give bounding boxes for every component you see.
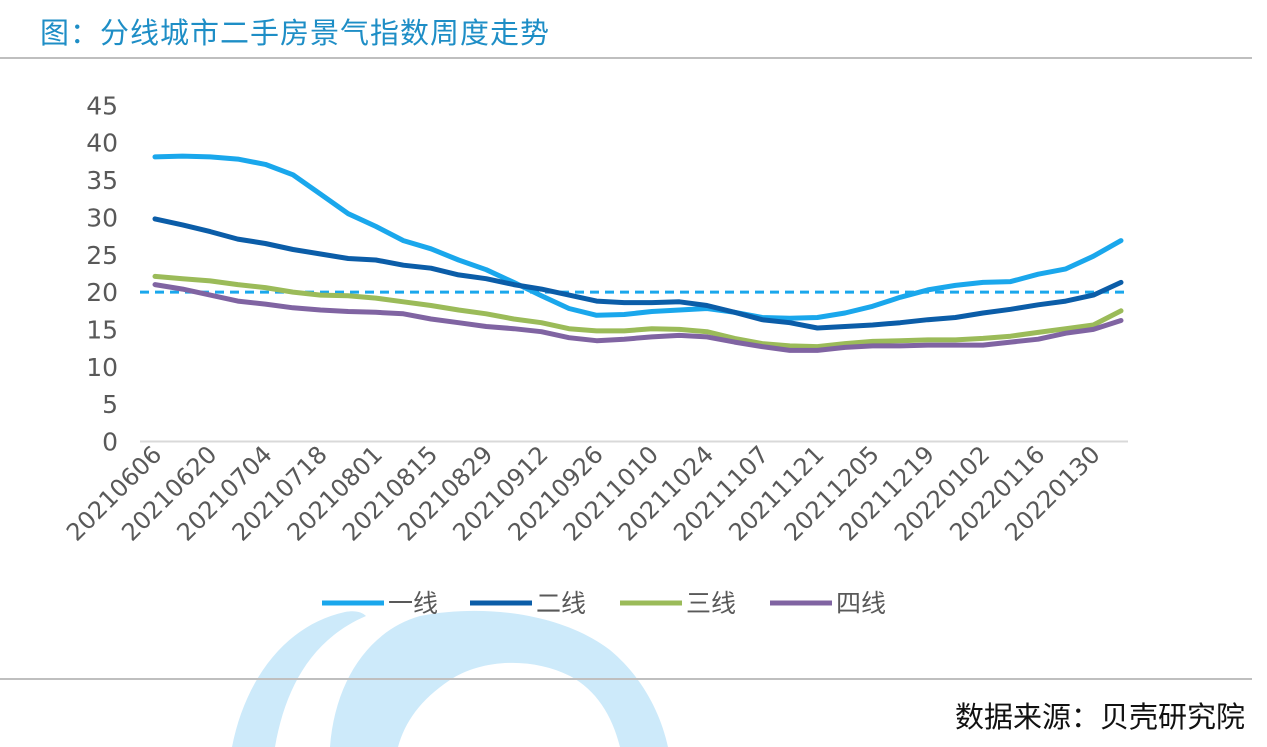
source-note: 数据来源：贝壳研究院: [954, 700, 1245, 734]
y-tick-label: 45: [86, 91, 118, 120]
series-line-3: [152, 273, 1124, 350]
legend-label: 一线: [388, 589, 438, 618]
y-tick-label: 0: [102, 428, 118, 457]
series-line-2: [152, 216, 1124, 331]
y-tick-label: 5: [102, 390, 118, 419]
series-line-4: [152, 282, 1124, 353]
legend: 一线 二线 三线 四线: [322, 589, 886, 618]
y-tick-label: 25: [86, 241, 118, 270]
y-tick-label: 30: [86, 203, 118, 232]
y-tick-label: 20: [86, 278, 118, 307]
series-layer: [152, 153, 1124, 353]
y-tick-label: 10: [86, 353, 118, 382]
legend-label: 三线: [686, 589, 736, 618]
top-divider: [0, 57, 1252, 59]
x-axis: 2021060620210620202107042021071820210801…: [61, 440, 1106, 546]
legend-label: 四线: [836, 589, 886, 618]
y-tick-label: 15: [86, 315, 118, 344]
chart-area: 0 5 10 15 20 25 30 35 40 45 202106062021062020210…: [61, 91, 1128, 618]
bottom-divider: [0, 678, 1252, 680]
chart-title: 图：分线城市二手房景气指数周度走势: [40, 16, 551, 50]
y-axis: 0 5 10 15 20 25 30 35 40 45: [86, 91, 118, 456]
legend-label: 二线: [536, 589, 586, 618]
y-tick-label: 40: [86, 129, 118, 158]
y-tick-label: 35: [86, 166, 118, 195]
series-line-1: [152, 153, 1124, 321]
